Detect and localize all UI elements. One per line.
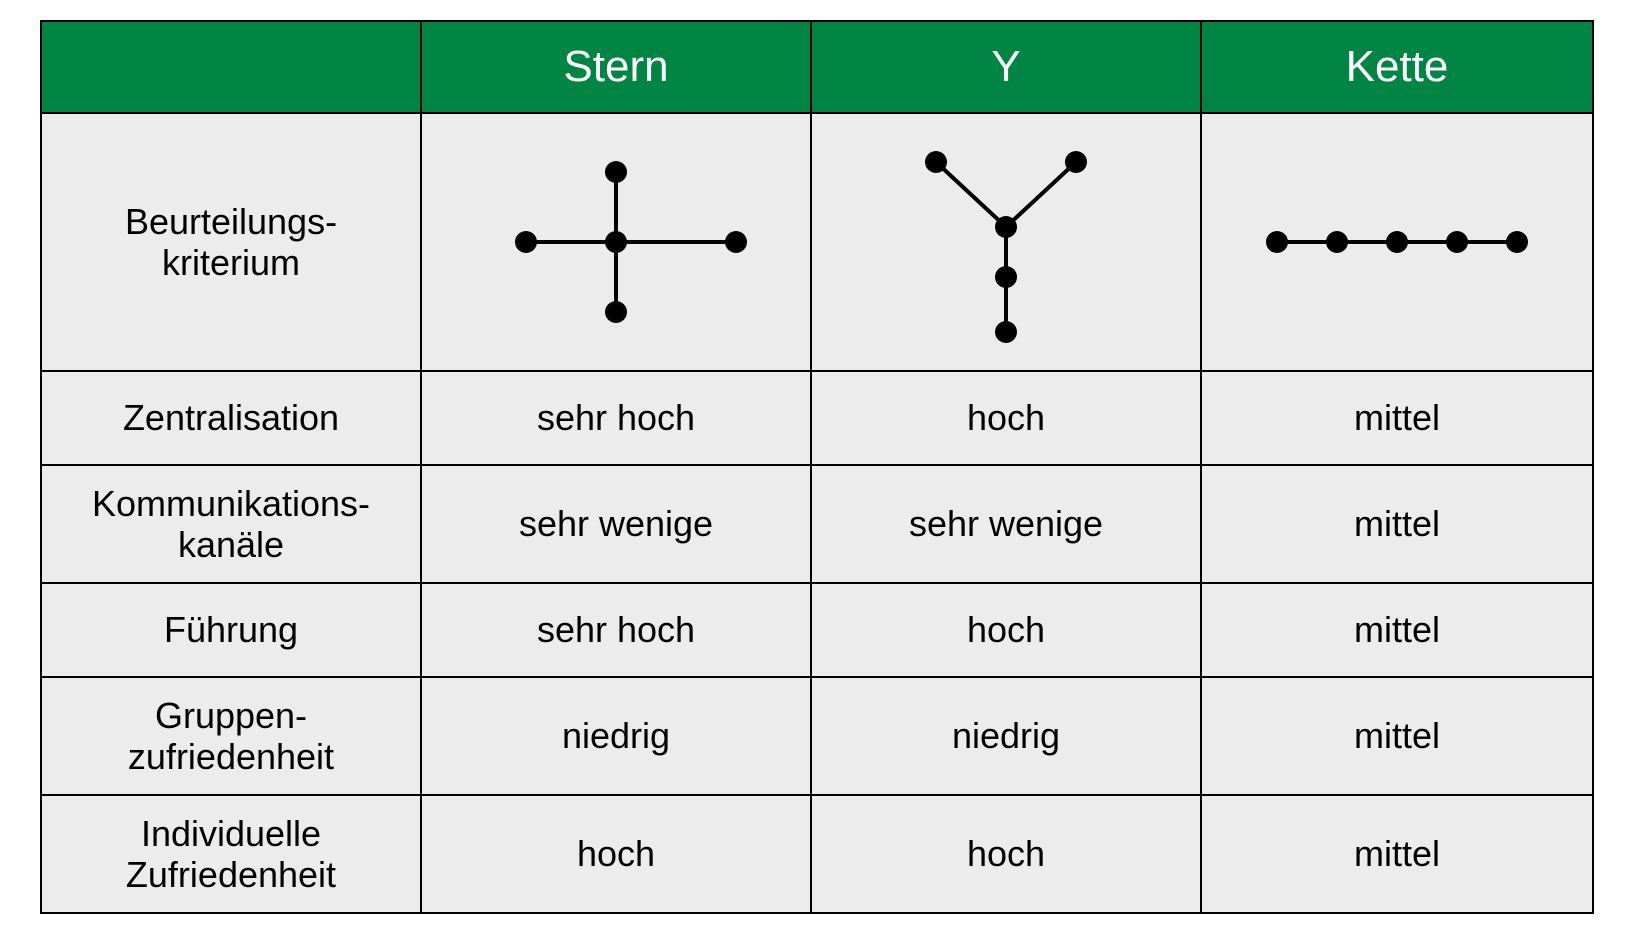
row-gruppenzufriedenheit: Gruppen- zufriedenheit niedrig niedrig m…	[41, 677, 1593, 795]
diagram-row-label: Beurteilungs- kriterium	[41, 113, 421, 371]
cell: hoch	[811, 583, 1201, 677]
cell: mittel	[1201, 677, 1593, 795]
cell: mittel	[1201, 371, 1593, 465]
cell: hoch	[811, 795, 1201, 913]
cell: sehr hoch	[421, 583, 811, 677]
header-stern: Stern	[421, 21, 811, 113]
kette-diagram-icon	[1237, 137, 1557, 347]
cell: hoch	[811, 371, 1201, 465]
cell: sehr wenige	[421, 465, 811, 583]
cell: hoch	[421, 795, 811, 913]
cell: mittel	[1201, 583, 1593, 677]
table-container: Stern Y Kette Beurteilungs- kriterium Ze…	[0, 0, 1632, 934]
diagram-kette-cell	[1201, 113, 1593, 371]
rowlabel-individuelle-zufriedenheit: Individuelle Zufriedenheit	[41, 795, 421, 913]
rowlabel-gruppenzufriedenheit: Gruppen- zufriedenheit	[41, 677, 421, 795]
rowlabel-zentralisation: Zentralisation	[41, 371, 421, 465]
stern-diagram-icon	[456, 137, 776, 347]
y-diagram-icon	[846, 137, 1166, 347]
cell: sehr hoch	[421, 371, 811, 465]
row-fuehrung: Führung sehr hoch hoch mittel	[41, 583, 1593, 677]
header-blank	[41, 21, 421, 113]
rowlabel-fuehrung: Führung	[41, 583, 421, 677]
communication-structures-table: Stern Y Kette Beurteilungs- kriterium Ze…	[40, 20, 1594, 914]
diagram-row: Beurteilungs- kriterium	[41, 113, 1593, 371]
header-row: Stern Y Kette	[41, 21, 1593, 113]
diagram-y-cell	[811, 113, 1201, 371]
cell: mittel	[1201, 465, 1593, 583]
label-line1: Beurteilungs-	[125, 201, 337, 242]
cell: niedrig	[811, 677, 1201, 795]
rowlabel-kommunikationskanaele: Kommunikations- kanäle	[41, 465, 421, 583]
cell: sehr wenige	[811, 465, 1201, 583]
row-kommunikationskanaele: Kommunikations- kanäle sehr wenige sehr …	[41, 465, 1593, 583]
header-y: Y	[811, 21, 1201, 113]
row-individuelle-zufriedenheit: Individuelle Zufriedenheit hoch hoch mit…	[41, 795, 1593, 913]
diagram-stern-cell	[421, 113, 811, 371]
header-kette: Kette	[1201, 21, 1593, 113]
cell: mittel	[1201, 795, 1593, 913]
row-zentralisation: Zentralisation sehr hoch hoch mittel	[41, 371, 1593, 465]
cell: niedrig	[421, 677, 811, 795]
label-line2: kriterium	[162, 242, 300, 283]
